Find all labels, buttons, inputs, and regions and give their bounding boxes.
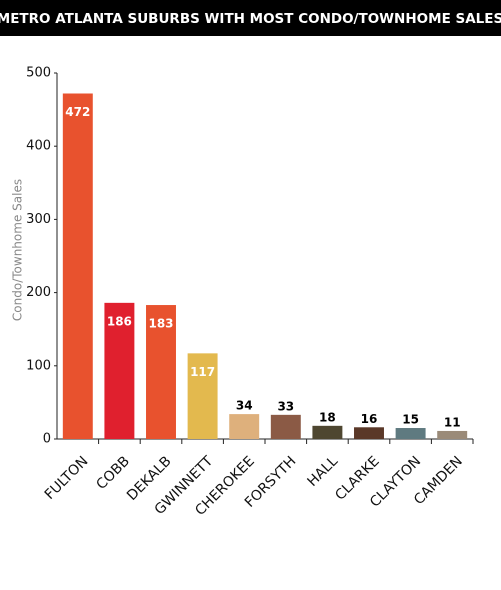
data-label: 16 bbox=[361, 412, 378, 426]
y-tick-label: 200 bbox=[26, 285, 51, 300]
data-label: 18 bbox=[319, 410, 336, 424]
y-tick-label: 0 bbox=[43, 432, 51, 447]
y-tick-label: 100 bbox=[26, 358, 51, 373]
bar bbox=[229, 414, 260, 439]
chart-title: METRO ATLANTA SUBURBS WITH MOST CONDO/TO… bbox=[0, 11, 501, 27]
data-label: 34 bbox=[236, 399, 253, 413]
bar bbox=[354, 427, 384, 439]
bar bbox=[104, 302, 135, 439]
data-label: 472 bbox=[65, 105, 90, 119]
data-label: 186 bbox=[107, 314, 132, 328]
y-tick-label: 500 bbox=[26, 66, 51, 81]
bar bbox=[146, 305, 176, 439]
y-tick-label: 400 bbox=[26, 139, 51, 154]
data-label: 117 bbox=[190, 365, 215, 379]
bar bbox=[312, 425, 343, 439]
y-tick-label: 300 bbox=[26, 212, 51, 227]
bar bbox=[270, 414, 301, 439]
y-axis-label: Condo/Townhome Sales bbox=[11, 179, 25, 321]
title-bar bbox=[0, 0, 501, 36]
x-tick-label: COBB bbox=[93, 453, 133, 493]
bar bbox=[437, 430, 468, 439]
bar bbox=[187, 353, 218, 439]
data-label: 183 bbox=[148, 317, 173, 331]
x-tick-label: FULTON bbox=[42, 453, 92, 503]
data-label: 11 bbox=[444, 415, 461, 429]
bar bbox=[62, 93, 93, 439]
x-tick-label: HALL bbox=[304, 453, 341, 490]
bar bbox=[395, 428, 426, 439]
data-label: 33 bbox=[277, 399, 294, 413]
data-label: 15 bbox=[402, 413, 419, 427]
